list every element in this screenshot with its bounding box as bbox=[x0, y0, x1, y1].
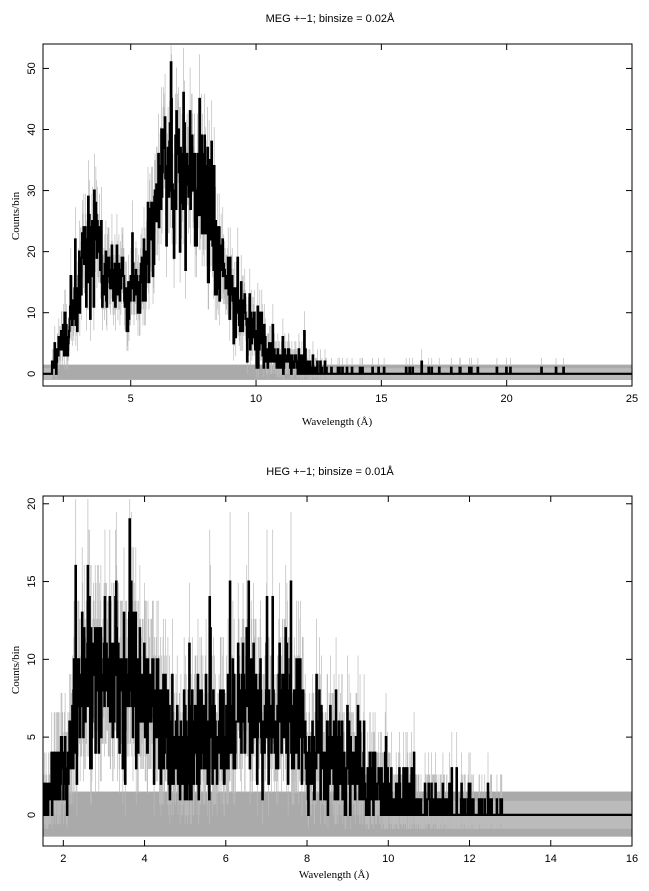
x-tick-label: 6 bbox=[223, 853, 229, 865]
x-tick-label: 25 bbox=[626, 393, 638, 405]
y-axis-label: Counts/bin bbox=[10, 645, 22, 694]
x-tick-label: 8 bbox=[304, 853, 310, 865]
y-tick-label: 40 bbox=[26, 123, 38, 135]
x-tick-label: 20 bbox=[501, 393, 513, 405]
chart-title: MEG +−1; binsize = 0.02Å bbox=[266, 12, 395, 25]
y-axis-label: Counts/bin bbox=[10, 191, 22, 240]
chart-title: HEG +−1; binsize = 0.01Å bbox=[266, 465, 394, 478]
histogram-series bbox=[43, 61, 632, 375]
heg-spectrum-chart: HEG +−1; binsize = 0.01Å Wavelength (Å) … bbox=[10, 465, 638, 881]
x-tick-label: 4 bbox=[141, 853, 147, 865]
y-tick-label: 20 bbox=[26, 246, 38, 258]
plot-area: 5 10 15 20 25 0 10 20 30 40 50 bbox=[26, 43, 638, 405]
x-tick-label: 10 bbox=[382, 853, 394, 865]
y-tick-label: 15 bbox=[26, 575, 38, 587]
y-tick-label: 20 bbox=[26, 498, 38, 510]
plot-area: 2 4 6 8 10 12 14 16 0 5 10 15 20 bbox=[26, 495, 638, 865]
x-tick-label: 5 bbox=[128, 393, 134, 405]
y-tick-label: 0 bbox=[26, 812, 38, 818]
y-tick-label: 10 bbox=[26, 653, 38, 665]
histogram-series bbox=[42, 518, 632, 816]
x-axis-label: Wavelength (Å) bbox=[299, 869, 370, 881]
error-bars bbox=[42, 45, 633, 380]
plot-frame bbox=[42, 43, 633, 387]
y-tick-label: 5 bbox=[26, 734, 38, 740]
x-tick-label: 14 bbox=[545, 853, 557, 865]
x-tick-label: 16 bbox=[626, 853, 638, 865]
y-tick-label: 50 bbox=[26, 62, 38, 74]
meg-spectrum-chart: MEG +−1; binsize = 0.02Å Wavelength (Å) … bbox=[10, 12, 638, 428]
x-tick-label: 10 bbox=[250, 393, 262, 405]
x-axis-label: Wavelength (Å) bbox=[302, 416, 373, 428]
x-tick-label: 12 bbox=[463, 853, 475, 865]
y-tick-label: 30 bbox=[26, 184, 38, 196]
x-tick-label: 15 bbox=[375, 393, 387, 405]
plot-frame bbox=[42, 495, 633, 847]
y-tick-label: 0 bbox=[26, 371, 38, 377]
y-tick-label: 10 bbox=[26, 307, 38, 319]
x-tick-label: 2 bbox=[60, 853, 66, 865]
